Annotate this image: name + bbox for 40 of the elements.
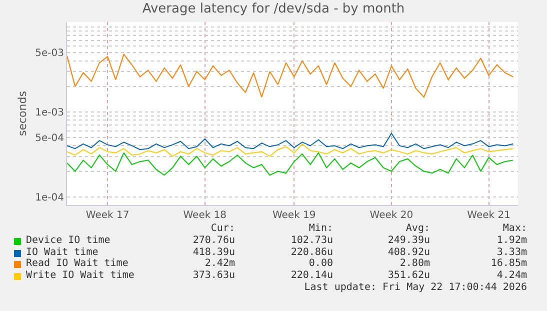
legend-label: Read IO Wait time <box>26 258 128 270</box>
text: 270.76u <box>192 235 235 247</box>
legend-label: IO Wait time <box>26 246 98 258</box>
line-series <box>67 54 514 98</box>
text: 408.92u <box>388 246 430 258</box>
line-series <box>67 132 514 150</box>
text: 249.39u <box>388 235 430 247</box>
text: 102.73u <box>290 235 333 247</box>
text: 2.42m <box>204 258 235 270</box>
y-tick-label: 5e-04 <box>35 133 64 144</box>
y-tick-label: 5e-03 <box>35 48 64 60</box>
legend-label: Device IO time <box>26 235 110 247</box>
text: Min: <box>308 223 333 235</box>
text: Max: <box>502 223 527 235</box>
text: 16.85m <box>490 258 527 270</box>
legend-label: Write IO Wait time <box>26 270 134 282</box>
y-axis-title: seconds <box>16 90 29 136</box>
text: 3.33m <box>496 246 527 258</box>
y-tick-label: 1e-03 <box>35 107 64 118</box>
text: 418.39u <box>192 246 235 258</box>
x-tick-label: Week 19 <box>272 210 316 221</box>
text: 220.86u <box>290 246 333 258</box>
text: Avg: <box>406 223 430 235</box>
x-tick-label: Week 18 <box>183 210 227 221</box>
text: 351.62u <box>388 270 430 282</box>
chart-title: Average latency for /dev/sda - by month <box>142 1 405 16</box>
text: 220.14u <box>290 270 333 282</box>
x-tick-label: Week 20 <box>370 210 414 221</box>
line-series <box>67 143 514 157</box>
y-tick-label: 1e-04 <box>35 192 64 204</box>
text: 0.00 <box>308 258 333 270</box>
text: 1.92m <box>496 235 527 247</box>
x-tick-label: Week 17 <box>86 210 130 221</box>
x-tick-label: Week 21 <box>467 210 510 221</box>
text: 4.24m <box>496 270 527 282</box>
text: Last update: Fri May 22 17:00:44 2026 <box>304 282 527 294</box>
text: Cur: <box>210 223 235 235</box>
text: 373.63u <box>192 270 235 282</box>
line-series <box>67 152 514 176</box>
text: 2.80m <box>400 258 430 270</box>
